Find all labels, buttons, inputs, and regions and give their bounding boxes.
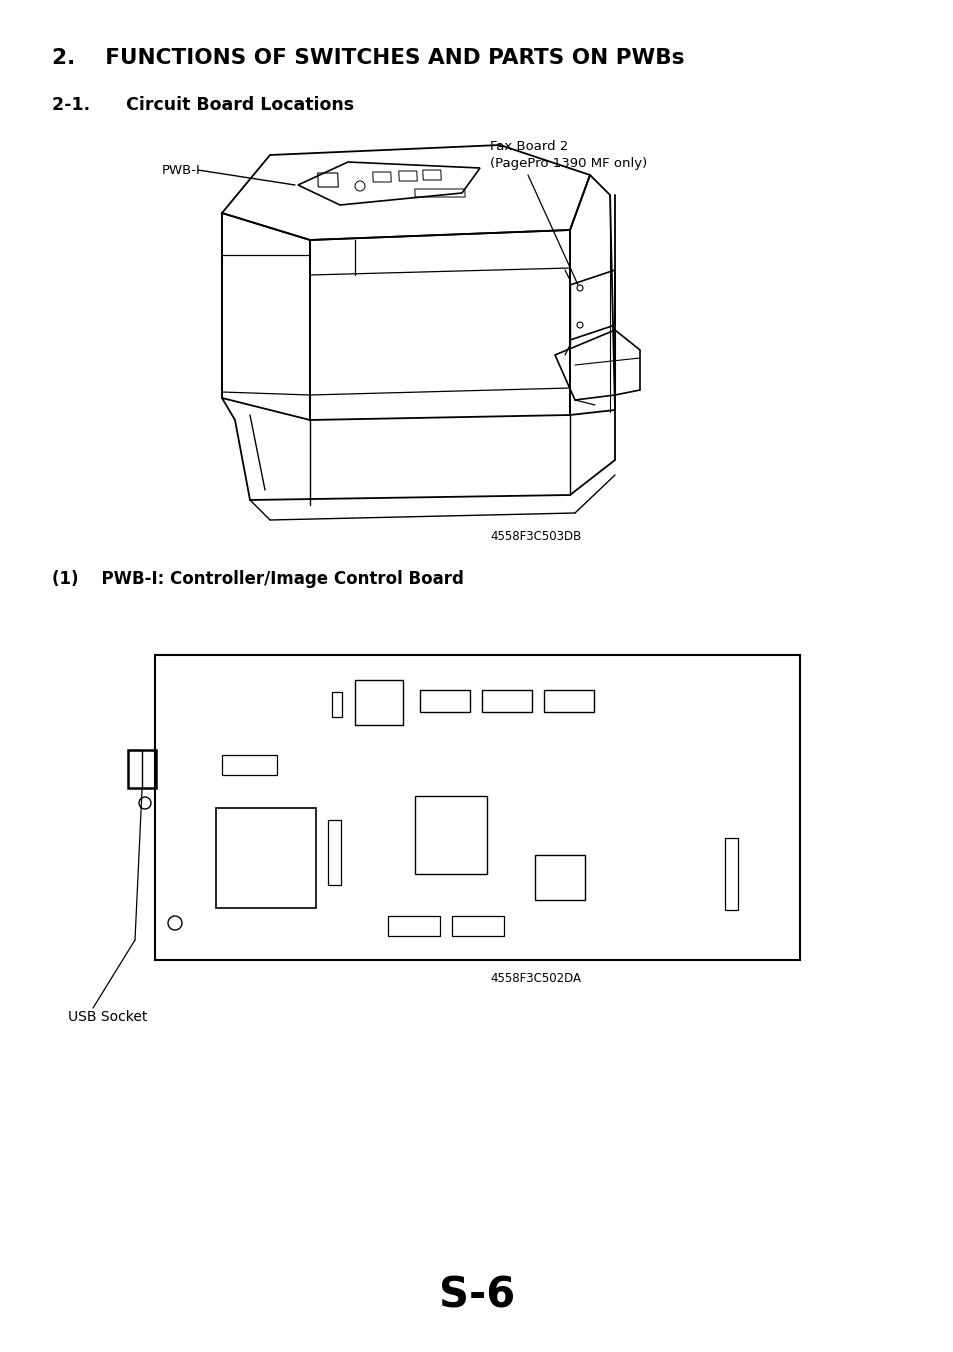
Text: (PagePro 1390 MF only): (PagePro 1390 MF only) [490, 157, 646, 170]
Bar [328, 821, 340, 886]
Bar [452, 917, 503, 936]
Text: 2.    FUNCTIONS OF SWITCHES AND PARTS ON PWBs: 2. FUNCTIONS OF SWITCHES AND PARTS ON PW… [52, 49, 684, 68]
Bar [154, 654, 800, 960]
Text: 4558F3C503DB: 4558F3C503DB [490, 530, 580, 544]
Bar [415, 796, 486, 873]
Text: PWB-I: PWB-I [162, 164, 200, 177]
Bar [543, 690, 594, 713]
Bar [215, 808, 315, 909]
Text: Fax Board 2: Fax Board 2 [490, 141, 568, 153]
Bar [419, 690, 470, 713]
Bar [222, 754, 276, 775]
Text: 4558F3C502DA: 4558F3C502DA [490, 972, 580, 986]
Text: (1)    PWB-I: Controller/Image Control Board: (1) PWB-I: Controller/Image Control Boar… [52, 571, 463, 588]
Bar [535, 854, 584, 900]
Bar [128, 750, 156, 788]
Bar [388, 917, 439, 936]
Bar [355, 680, 402, 725]
Text: S-6: S-6 [438, 1275, 515, 1317]
Bar [332, 692, 341, 717]
Bar [724, 838, 738, 910]
Text: USB Socket: USB Socket [68, 1010, 147, 1023]
Bar [481, 690, 532, 713]
Text: 2-1.      Circuit Board Locations: 2-1. Circuit Board Locations [52, 96, 354, 114]
